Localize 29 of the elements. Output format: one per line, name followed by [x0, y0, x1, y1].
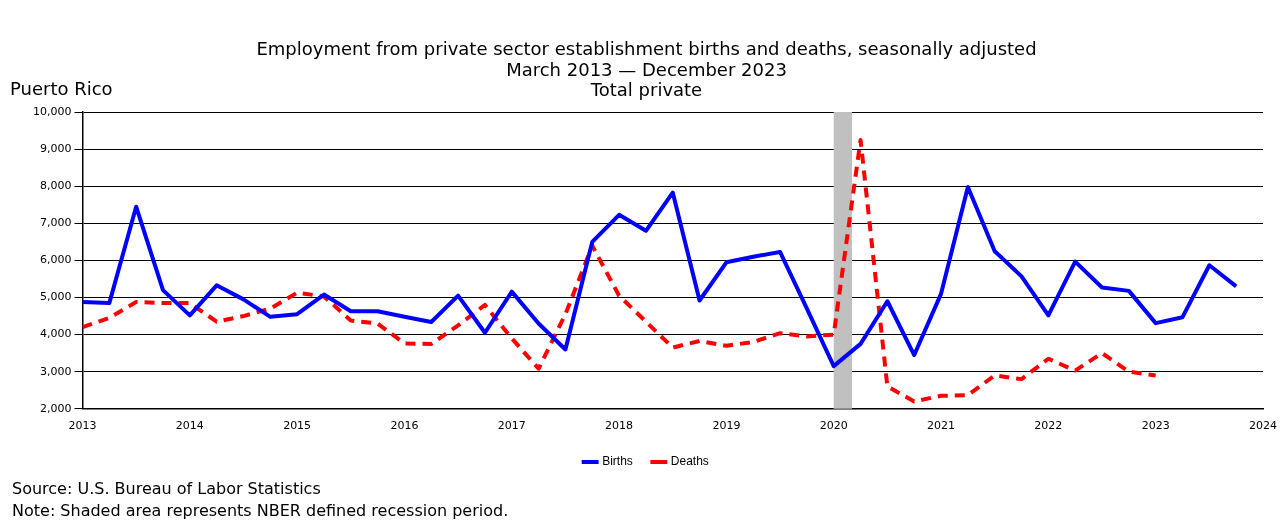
y-tick-label: 2,000	[39, 401, 72, 415]
x-tick-label: 2016	[390, 419, 419, 433]
x-tick-label: 2023	[1141, 419, 1170, 433]
legend-label: Births	[602, 454, 633, 469]
x-tick-label: 2022	[1034, 419, 1063, 433]
y-tick-label: 10,000	[32, 104, 72, 118]
y-axis-title: Puerto Rico	[10, 78, 113, 99]
chart-title: Employment from private sector establishment births and deaths, seasonally adjusted	[256, 38, 1037, 60]
y-tick-label: 9,000	[39, 142, 72, 156]
x-tick-label: 2018	[605, 419, 634, 433]
y-tick-label: 7,000	[39, 216, 72, 230]
legend-label: Deaths	[670, 454, 709, 469]
y-tick-label: 8,000	[39, 179, 72, 193]
line-series	[82, 137, 1158, 404]
y-tick-label: 6,000	[39, 253, 72, 267]
x-tick-label: 2020	[819, 419, 848, 433]
source-note: Source: U.S. Bureau of Labor Statistics	[12, 478, 322, 500]
y-tick-label: 4,000	[39, 327, 72, 341]
x-tick-label: 2017	[497, 419, 526, 433]
x-tick-label: 2014	[175, 419, 204, 433]
text: Note: Shaded area represents NBER defined recession period.	[12, 500, 509, 521]
x-tick-label: 2024	[1249, 419, 1277, 433]
x-tick-label: 2015	[283, 419, 312, 433]
x-tick-label: 2019	[712, 419, 741, 433]
x-tick-label: 2013	[68, 419, 97, 433]
x-tick-label: 2021	[927, 419, 956, 433]
chart-subtitle: March 2013 — December 2023 Total private	[506, 58, 787, 101]
y-tick-label: 3,000	[39, 364, 72, 378]
y-tick-label: 5,000	[39, 290, 72, 304]
